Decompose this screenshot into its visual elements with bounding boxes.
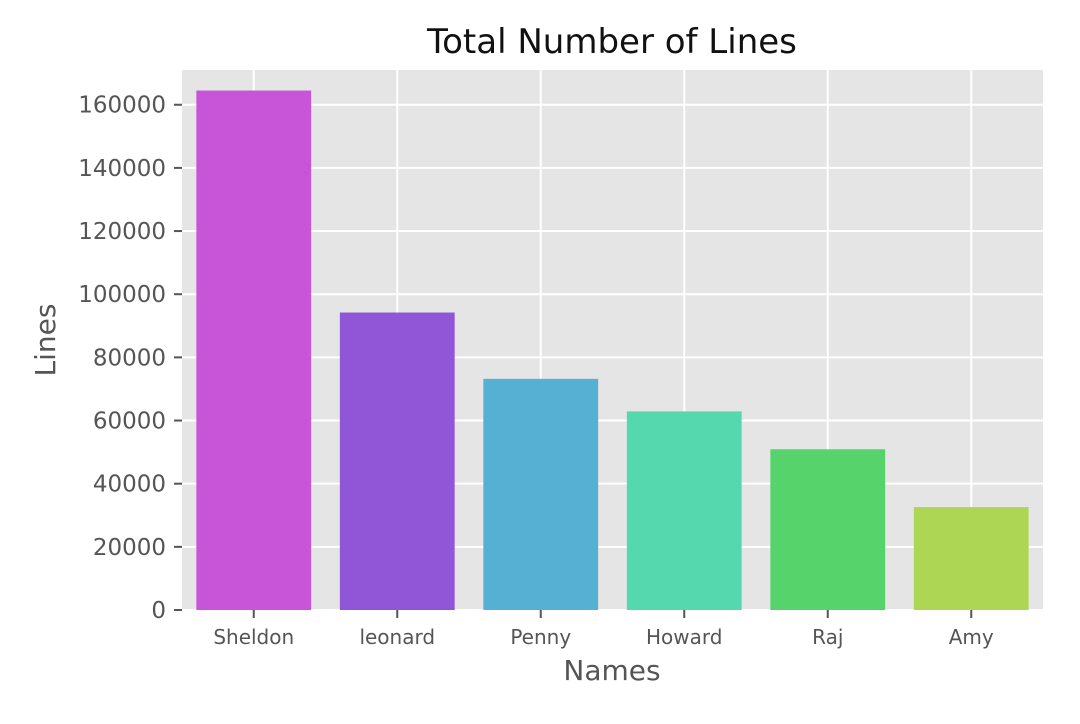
y-tick-label: 80000 <box>93 345 166 371</box>
y-tick-label: 20000 <box>93 535 166 561</box>
y-tick-label: 140000 <box>78 156 166 182</box>
x-axis-label: Names <box>563 654 660 687</box>
bars <box>196 90 1029 611</box>
y-axis-ticks: 0 20000 40000 60000 80000 100000 120000 140000 1… <box>78 93 182 624</box>
y-tick-label: 120000 <box>78 219 166 245</box>
bar-howard <box>626 411 742 610</box>
y-tick-label: 160000 <box>78 93 166 119</box>
bar-sheldon <box>196 90 312 611</box>
bar-raj <box>770 449 886 610</box>
x-tick-label: Penny <box>510 625 571 649</box>
y-axis-label: Lines <box>29 304 62 377</box>
x-tick-label: Raj <box>812 625 843 649</box>
y-tick-label: 100000 <box>78 282 166 308</box>
chart-title: Total Number of Lines <box>426 22 797 62</box>
bar-amy <box>913 507 1029 610</box>
y-tick-label: 60000 <box>93 409 166 435</box>
x-tick-label: leonard <box>359 625 435 649</box>
plot-area <box>182 70 1043 610</box>
bar-penny <box>483 378 599 610</box>
y-tick-label: 40000 <box>93 472 166 498</box>
x-tick-label: Amy <box>949 625 994 649</box>
x-axis-ticks: Sheldon leonard Penny Howard Raj Amy <box>213 610 994 649</box>
bar-leonard <box>339 312 455 610</box>
y-tick-label: 0 <box>151 598 166 624</box>
x-tick-label: Howard <box>646 625 722 649</box>
x-tick-label: Sheldon <box>213 625 294 649</box>
